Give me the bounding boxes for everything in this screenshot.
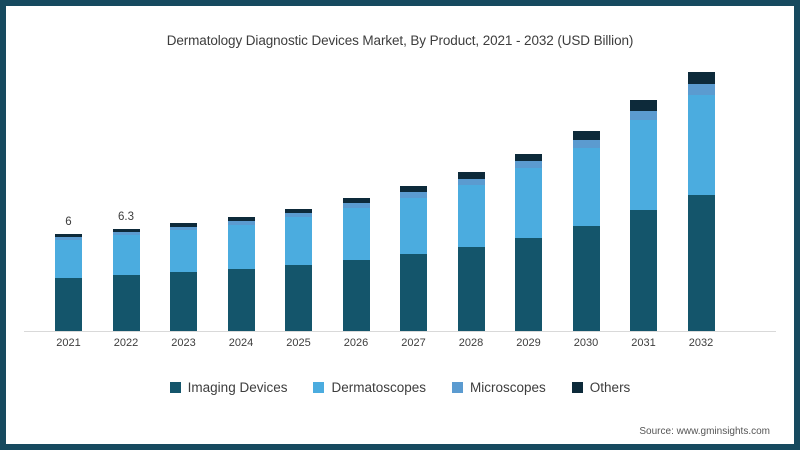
bar-segment-dermatoscopes bbox=[400, 197, 427, 255]
bar-segment-imaging-devices bbox=[630, 210, 657, 332]
bar-stack bbox=[630, 100, 657, 332]
bar-stack bbox=[400, 186, 427, 332]
bar-segment-dermatoscopes bbox=[342, 208, 370, 260]
bar-stack bbox=[687, 72, 715, 332]
x-tick-label-2024: 2024 bbox=[228, 337, 254, 349]
legend-item-dermatoscopes[interactable]: Dermatoscopes bbox=[313, 380, 426, 395]
legend-swatch-icon bbox=[571, 382, 583, 393]
legend-swatch-icon bbox=[452, 382, 464, 393]
bar-segment-dermatoscopes bbox=[630, 119, 657, 211]
bar-segment-others bbox=[457, 171, 485, 179]
bar-segment-dermatoscopes bbox=[457, 184, 485, 247]
bar-segment-others bbox=[572, 131, 600, 140]
x-tick-label-2032: 2032 bbox=[688, 337, 714, 349]
legend-label: Microscopes bbox=[470, 380, 546, 395]
bar-segment-others bbox=[170, 223, 197, 227]
bar-segment-microscopes bbox=[55, 237, 82, 241]
x-tick-label-2025: 2025 bbox=[286, 337, 311, 349]
bar-segment-dermatoscopes bbox=[515, 168, 542, 238]
legend-item-imaging-devices[interactable]: Imaging Devices bbox=[169, 380, 288, 395]
bar-segment-others bbox=[515, 153, 542, 162]
bar-stack bbox=[285, 208, 312, 332]
x-tick-label-2027: 2027 bbox=[401, 337, 426, 349]
x-tick-label-2026: 2026 bbox=[343, 337, 369, 349]
bar-segment-microscopes bbox=[515, 161, 542, 169]
chart-title: Dermatology Diagnostic Devices Market, B… bbox=[166, 33, 634, 48]
bar-segment-imaging-devices bbox=[400, 254, 427, 332]
x-axis-line bbox=[24, 331, 776, 332]
x-axis-tick-labels: 2021 2022 2023 2024 2025 2026 2027 2028 2029 2030… bbox=[30, 337, 770, 355]
bar-segment-dermatoscopes bbox=[55, 240, 82, 278]
bar-segment-others bbox=[342, 198, 370, 204]
bar-segment-microscopes bbox=[687, 84, 715, 95]
bar-stack bbox=[342, 198, 370, 332]
bar-segment-microscopes bbox=[112, 232, 140, 236]
x-tick-label-2028: 2028 bbox=[458, 337, 484, 349]
bar-segment-imaging-devices bbox=[55, 277, 82, 332]
bar-segment-imaging-devices bbox=[457, 246, 485, 332]
bar-segment-imaging-devices bbox=[170, 272, 197, 332]
bar-segment-dermatoscopes bbox=[687, 94, 715, 196]
bar-segment-dermatoscopes bbox=[112, 235, 140, 275]
x-tick-label-2022: 2022 bbox=[113, 337, 139, 349]
bar-segment-imaging-devices bbox=[572, 226, 600, 332]
bar-segment-dermatoscopes bbox=[170, 230, 197, 273]
legend-swatch-icon bbox=[169, 382, 181, 393]
x-tick-label-2030: 2030 bbox=[573, 337, 599, 349]
bar-segment-others bbox=[630, 100, 657, 111]
bar-segment-dermatoscopes bbox=[572, 147, 600, 227]
bar-value-label-2022: 6.3 bbox=[118, 210, 134, 223]
bar-segment-dermatoscopes bbox=[285, 217, 312, 265]
bar-segment-imaging-devices bbox=[687, 195, 715, 332]
bar-segment-others bbox=[55, 233, 82, 238]
x-tick-label-2023: 2023 bbox=[171, 337, 196, 349]
bar-stack bbox=[515, 153, 542, 332]
chart-legend: Imaging Devices Dermatoscopes Microscopes O… bbox=[0, 380, 800, 395]
bar-segment-imaging-devices bbox=[112, 274, 140, 332]
source-attribution: Source: www.gminsights.com bbox=[639, 426, 770, 437]
x-tick-label-2031: 2031 bbox=[631, 337, 656, 349]
plot-area: 6 6.3 bbox=[30, 70, 770, 332]
x-tick-label-2021: 2021 bbox=[56, 337, 81, 349]
legend-item-others[interactable]: Others bbox=[571, 380, 631, 395]
bar-segment-others bbox=[285, 208, 312, 214]
bar-segment-imaging-devices bbox=[342, 259, 370, 332]
bar-segment-microscopes bbox=[572, 139, 600, 148]
bar-value-label-2021: 6 bbox=[65, 215, 72, 228]
bar-segment-dermatoscopes bbox=[227, 224, 255, 269]
bar-segment-imaging-devices bbox=[227, 268, 255, 332]
bar-segment-microscopes bbox=[457, 178, 485, 185]
bar-segment-others bbox=[227, 216, 255, 221]
bar-stack bbox=[55, 233, 82, 332]
bar-segment-imaging-devices bbox=[515, 237, 542, 332]
legend-label: Others bbox=[589, 380, 631, 395]
bar-stack bbox=[112, 228, 140, 332]
bar-segment-others bbox=[687, 72, 715, 85]
bar-segment-microscopes bbox=[400, 192, 427, 198]
bar-segment-others bbox=[400, 186, 427, 193]
bar-stack bbox=[457, 171, 485, 332]
legend-label: Imaging Devices bbox=[187, 380, 288, 395]
bar-stack bbox=[227, 216, 255, 332]
legend-item-microscopes[interactable]: Microscopes bbox=[452, 380, 546, 395]
legend-label: Dermatoscopes bbox=[331, 380, 427, 395]
bar-segment-microscopes bbox=[170, 226, 197, 231]
bar-segment-microscopes bbox=[630, 110, 657, 120]
bar-series-container: 6 6.3 bbox=[30, 70, 770, 332]
bar-segment-microscopes bbox=[285, 213, 312, 218]
bar-segment-microscopes bbox=[342, 203, 370, 209]
bar-stack bbox=[572, 131, 600, 332]
legend-swatch-icon bbox=[313, 382, 325, 393]
bar-stack bbox=[170, 223, 197, 332]
bar-segment-microscopes bbox=[227, 220, 255, 225]
bar-segment-others bbox=[112, 228, 140, 233]
x-tick-label-2029: 2029 bbox=[516, 337, 541, 349]
bar-segment-imaging-devices bbox=[285, 264, 312, 332]
